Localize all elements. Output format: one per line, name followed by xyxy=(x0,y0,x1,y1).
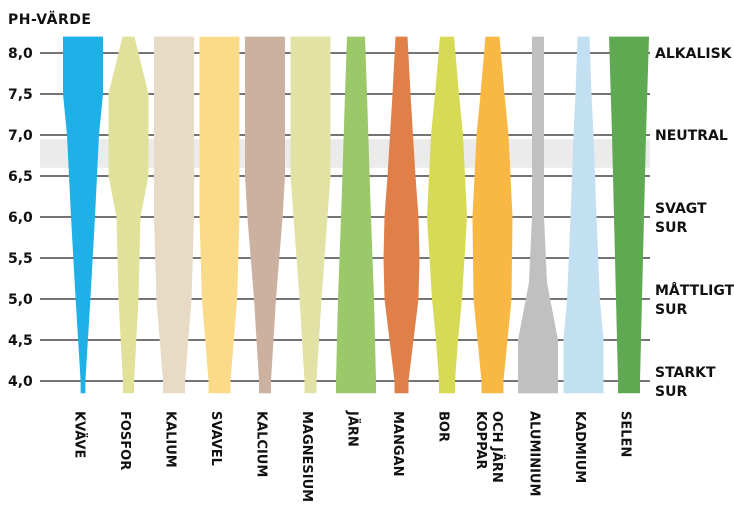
shape-kvave xyxy=(63,36,103,394)
series-label-svavel: SVAVEL xyxy=(208,411,223,466)
shape-koppar-och-jarn xyxy=(472,36,513,394)
shape-selen xyxy=(609,36,649,394)
series-label-selen: SELEN xyxy=(618,411,633,457)
series-label-bor: BOR xyxy=(436,411,451,442)
shape-fosfor xyxy=(108,36,149,394)
series-label-kadmium: KADMIUM xyxy=(572,411,587,483)
shape-magnesium xyxy=(290,36,331,394)
series-label-kvave: KVÄVE xyxy=(72,411,88,458)
y-axis-title: PH-VÄRDE xyxy=(8,11,91,28)
y-tick-label: 7,5 xyxy=(8,87,33,103)
series-label-magnesium: MAGNESIUM xyxy=(299,411,314,502)
zone-label: SUR xyxy=(655,302,687,318)
shape-kalium xyxy=(154,36,194,394)
nutrient-shapes xyxy=(63,36,649,394)
y-tick-label: 4,5 xyxy=(8,333,33,349)
y-tick-label: 7,0 xyxy=(8,128,33,144)
shape-kalcium xyxy=(245,36,285,394)
y-tick-label: 4,0 xyxy=(8,374,33,390)
zone-labels: ALKALISK NEUTRAL SVAGT SUR MÅTTLIGT SUR STARKT… xyxy=(655,46,734,400)
zone-label: MÅTTLIGT xyxy=(655,282,734,299)
zone-label: SUR xyxy=(655,384,687,400)
y-tick-label: 6,0 xyxy=(8,210,33,226)
y-tick-labels: 8,0 7,5 7,0 6,5 6,0 5,5 5,0 4,5 4,0 xyxy=(8,46,33,390)
shape-svavel xyxy=(199,36,240,394)
zone-label: NEUTRAL xyxy=(655,128,728,144)
shape-mangan xyxy=(383,36,420,394)
nutrient-labels: KVÄVE FOSFOR KALIUM SVAVEL KALCIUM MAGNESIUM J… xyxy=(72,410,633,502)
series-label-jarn: JÄRN xyxy=(345,410,361,447)
shape-kadmium xyxy=(563,36,604,394)
y-tick-label: 5,0 xyxy=(8,292,33,308)
y-tick-label: 8,0 xyxy=(8,46,33,62)
series-label-mangan: MANGAN xyxy=(390,411,405,477)
zone-label: ALKALISK xyxy=(655,46,733,62)
zone-label: SVAGT xyxy=(655,201,707,217)
series-label-aluminium: ALUMINIUM xyxy=(527,411,542,496)
series-label-kalium: KALIUM xyxy=(163,411,178,468)
y-tick-label: 6,5 xyxy=(8,169,33,185)
series-label-koppar-och-jarn: OCH JÄRN xyxy=(489,411,505,483)
shape-jarn xyxy=(336,36,376,394)
shape-aluminium xyxy=(518,36,558,394)
series-label-fosfor: FOSFOR xyxy=(117,411,132,470)
zone-label: STARKT xyxy=(655,365,716,381)
shape-bor xyxy=(427,36,467,394)
series-label-koppar-och-jarn: KOPPAR xyxy=(473,411,488,469)
zone-label: SUR xyxy=(655,220,687,236)
y-tick-label: 5,5 xyxy=(8,251,33,267)
series-label-kalcium: KALCIUM xyxy=(254,411,269,477)
